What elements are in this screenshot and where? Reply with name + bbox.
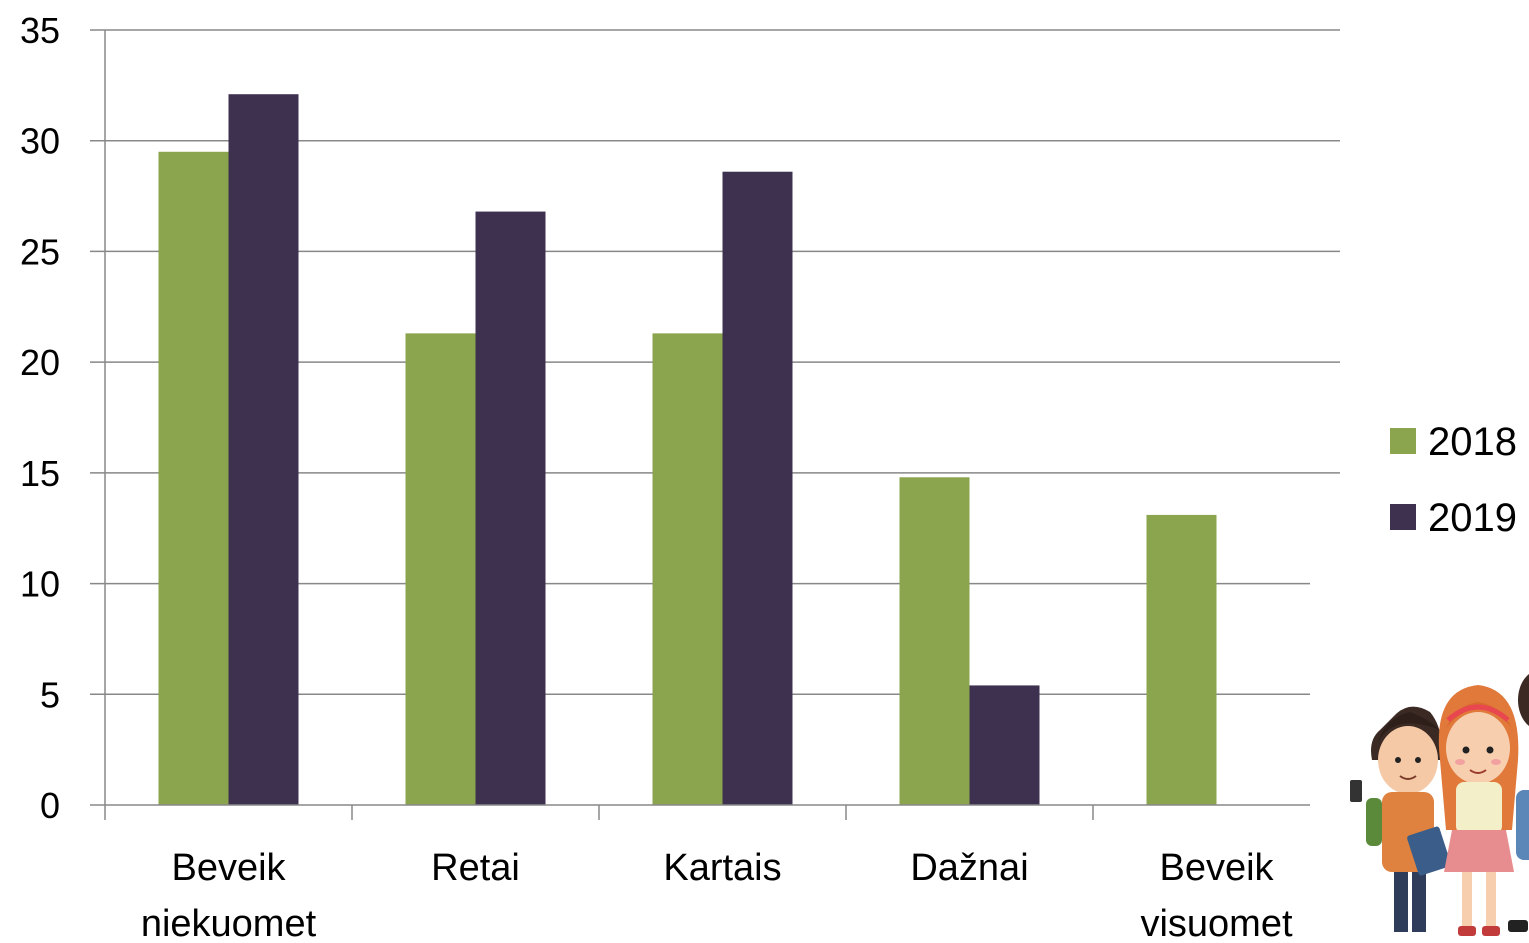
y-tick-label: 15	[20, 453, 60, 494]
y-tick-label: 0	[40, 785, 60, 826]
y-tick-label: 35	[20, 10, 60, 51]
category-label: Retai	[431, 847, 520, 889]
bar-2018-3	[899, 477, 970, 805]
bar-2018-2	[652, 333, 723, 805]
category-label: Beveik	[1159, 847, 1274, 889]
y-axis-ticks: 0 5 10 15 20 25 30 35	[20, 10, 60, 826]
bar-2018-1	[405, 333, 476, 805]
y-tick-label: 30	[20, 121, 60, 162]
y-tick-label: 20	[20, 342, 60, 383]
boy-figure-partial	[1508, 674, 1529, 932]
kids-illustration	[1350, 674, 1529, 936]
bars	[158, 94, 1217, 806]
bar-2019-1	[475, 211, 546, 806]
bar-2018-0	[158, 151, 229, 806]
bar-2019-0	[228, 94, 299, 805]
bar-2018-4	[1146, 514, 1217, 805]
legend-label-2019: 2019	[1428, 496, 1517, 540]
legend: 2018 2019	[1390, 420, 1517, 540]
category-label: visuomet	[1140, 903, 1292, 943]
category-label: Kartais	[663, 847, 781, 889]
category-label: niekuomet	[141, 903, 317, 943]
girl-figure	[1438, 685, 1519, 936]
legend-swatch-2018	[1390, 428, 1416, 454]
legend-swatch-2019	[1390, 504, 1416, 530]
x-axis-ticks	[104, 805, 1094, 820]
category-labels: Beveik niekuomet Retai Kartais Dažnai Beveik v…	[141, 847, 1293, 943]
category-label: Beveik	[171, 847, 286, 889]
y-tick-label: 25	[20, 231, 60, 272]
boy-figure	[1350, 706, 1451, 932]
legend-label-2018: 2018	[1428, 420, 1517, 464]
y-tick-label: 10	[20, 564, 60, 605]
bar-2019-3	[969, 685, 1040, 805]
y-tick-label: 5	[40, 674, 60, 715]
category-label: Dažnai	[910, 847, 1028, 889]
bar-2019-2	[722, 171, 793, 805]
